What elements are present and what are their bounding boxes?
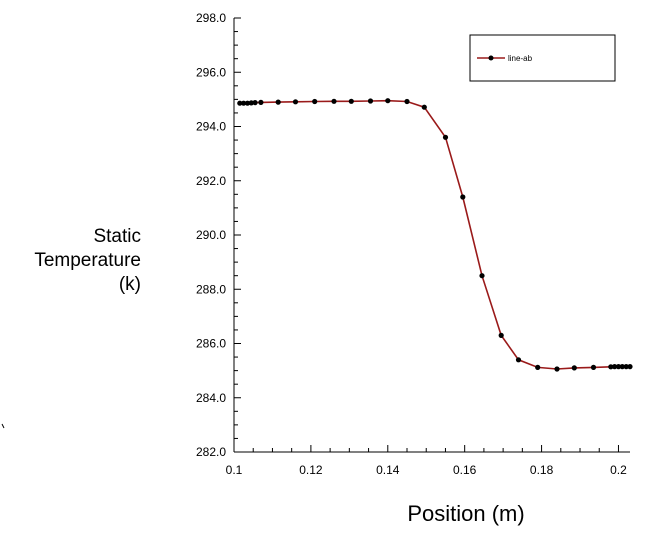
data-point: [554, 366, 560, 372]
data-point: [619, 364, 625, 370]
data-point: [627, 364, 633, 370]
legend-entry-label: line-ab: [508, 54, 533, 63]
data-point: [515, 357, 522, 363]
data-point: [237, 100, 243, 106]
data-point: [241, 100, 247, 106]
data-point: [615, 364, 622, 370]
x-tick-label: 0.14: [376, 463, 400, 477]
y-tick-label: 288.0: [196, 282, 226, 296]
data-point: [498, 332, 504, 338]
legend: line-ab: [469, 34, 616, 82]
data-point: [367, 98, 374, 104]
y-tick-label: 284.0: [196, 391, 226, 405]
data-point: [608, 364, 614, 370]
data-point: [571, 365, 577, 371]
data-point: [421, 104, 427, 110]
y-axis-title-line-2: Temperature: [34, 250, 141, 271]
data-point: [590, 364, 597, 370]
y-tick-label: 282.0: [196, 445, 226, 459]
y-tick-label: 286.0: [196, 337, 226, 351]
y-tick-label: 290.0: [196, 228, 226, 242]
x-tick-label: 0.2: [610, 463, 627, 477]
legend-marker-swatch: [488, 55, 494, 61]
data-point: [248, 100, 254, 106]
data-point: [404, 98, 410, 105]
series-line: [239, 99, 630, 370]
data-point: [348, 98, 354, 104]
x-tick-label: 0.16: [453, 463, 477, 477]
data-point: [252, 100, 258, 106]
data-point: [385, 98, 391, 104]
stray-tick-mark: [1, 423, 5, 429]
data-point: [258, 99, 264, 105]
y-tick-label: 294.0: [196, 120, 226, 134]
y-axis-title-line-1: Static: [93, 226, 141, 247]
data-point: [442, 134, 449, 140]
x-tick-label: 0.1: [226, 463, 243, 477]
y-tick-label: 296.0: [196, 65, 226, 79]
data-point: [460, 194, 466, 200]
axes-layer: 282.0 284.0 286.0 288.0 290.0 292.0 294.0 296.0…: [196, 11, 630, 477]
data-point: [312, 98, 318, 105]
data-point: [535, 364, 541, 370]
data-point: [479, 273, 485, 279]
data-point: [275, 99, 281, 105]
y-tick-label: 292.0: [196, 174, 226, 188]
data-point: [612, 364, 618, 370]
x-tick-label: 0.12: [299, 463, 323, 477]
data-point: [331, 98, 337, 104]
axis-titles: Static Temperature (k) Position (m): [34, 226, 524, 526]
data-point: [244, 100, 251, 106]
x-axis-title: Position (m): [407, 501, 524, 526]
data-point: [623, 364, 629, 370]
data-point: [292, 99, 299, 105]
y-tick-label: 298.0: [196, 11, 226, 25]
stray-mark: [1, 423, 5, 429]
series-layer: [237, 98, 633, 372]
y-axis-title-line-3: (k): [119, 274, 141, 295]
x-tick-label: 0.18: [530, 463, 554, 477]
